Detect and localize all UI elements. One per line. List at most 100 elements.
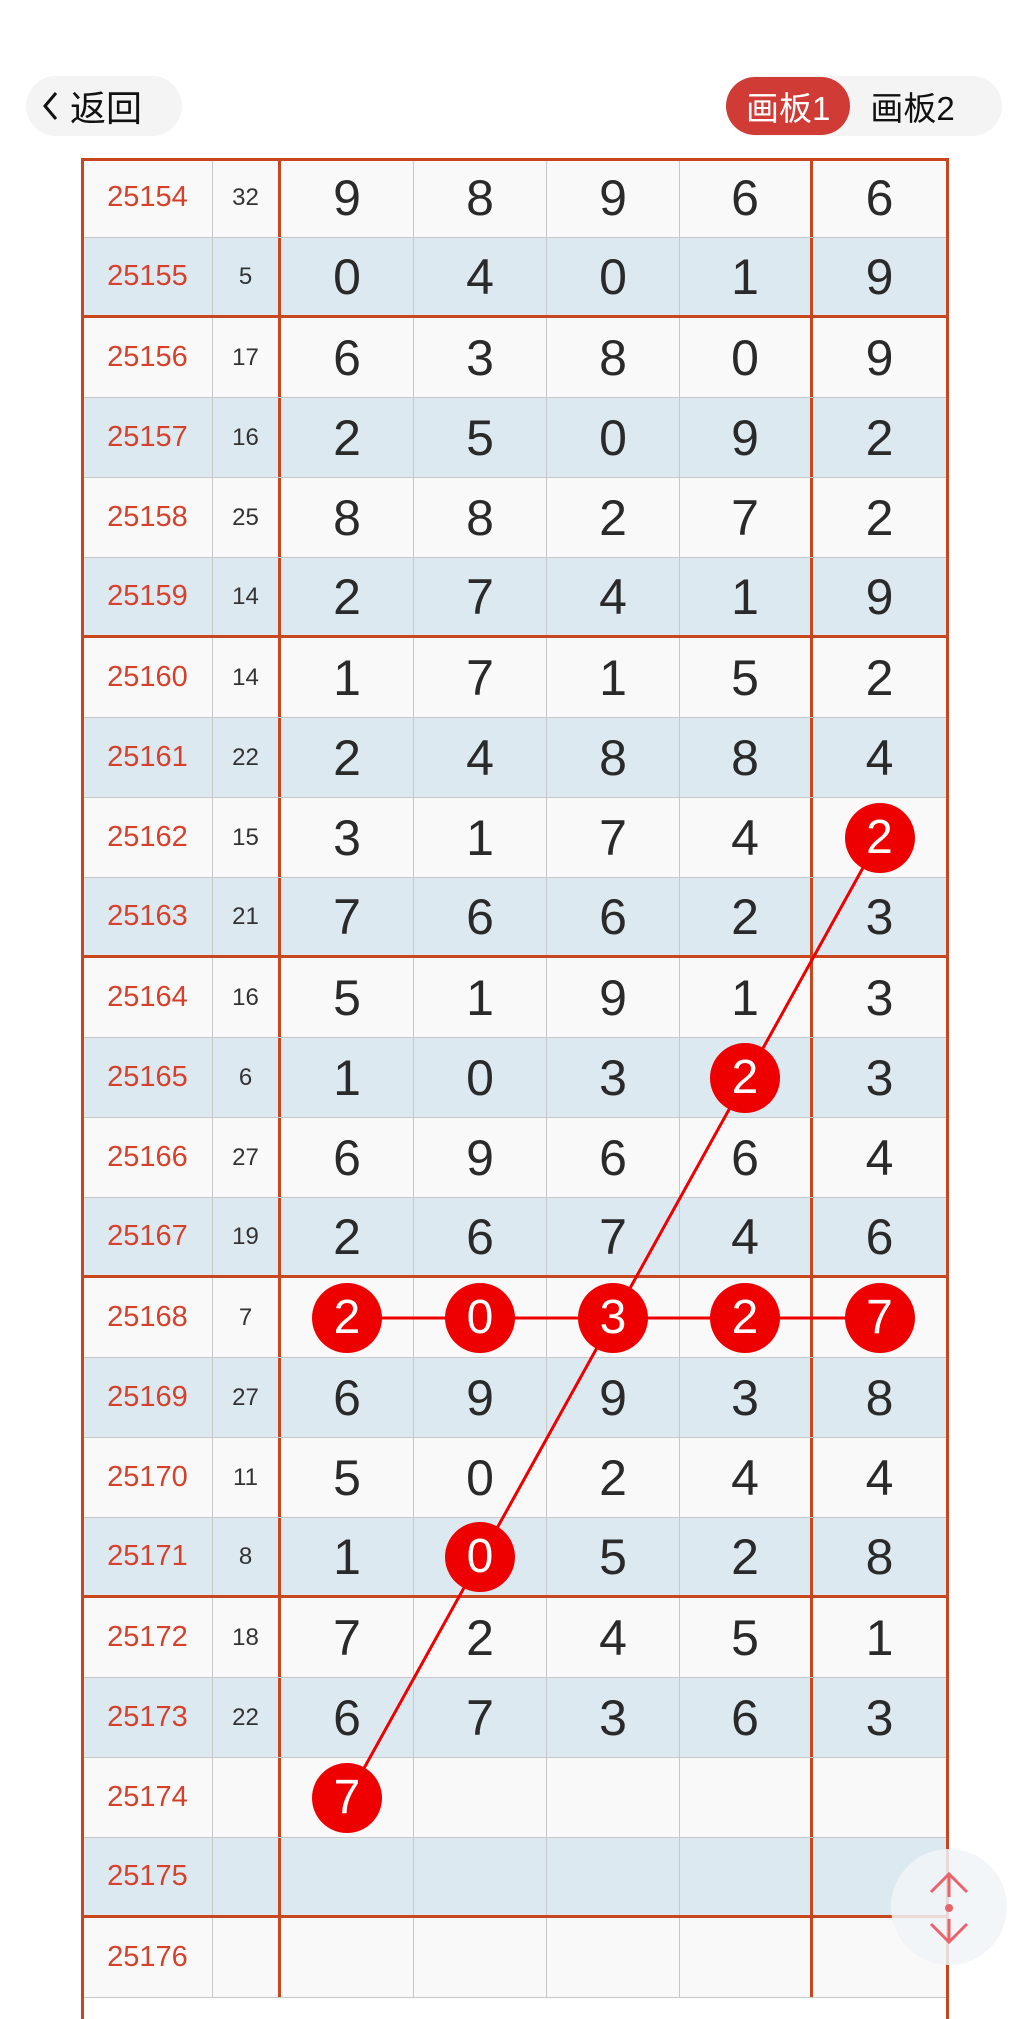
digit-cell: 8 <box>547 718 680 797</box>
digit-cell: 6 <box>680 158 813 237</box>
digit-cell: 4 <box>680 798 813 877</box>
issue-number: 25167 <box>83 1198 213 1275</box>
sum-value <box>213 1838 281 1915</box>
digit-cell: 5 <box>281 958 414 1037</box>
digit-cell: 2 <box>865 489 894 546</box>
issue-number: 25170 <box>83 1438 213 1517</box>
digit-cell: 1 <box>680 238 813 315</box>
issue-number: 25171 <box>83 1518 213 1595</box>
status-bar <box>0 0 1024 56</box>
sum-value: 17 <box>213 318 281 397</box>
digit-cell: 1 <box>547 638 680 717</box>
chevron-left-icon <box>43 92 58 120</box>
digit-cell: 4 <box>547 558 680 635</box>
table-row: 25174 7 <box>83 1758 947 1838</box>
digit-cell: 6 <box>865 169 894 226</box>
table-row: 25154 32 9 8 9 6 6 <box>83 158 947 238</box>
digit-cell <box>813 1758 946 1837</box>
digit-cell: 2 <box>281 718 414 797</box>
issue-number: 25163 <box>83 878 213 955</box>
digit-cell: 7 <box>281 1758 414 1837</box>
digit-cell: 8 <box>547 318 680 397</box>
highlight-ball: 2 <box>710 1042 780 1113</box>
digit-cell: 0 <box>547 238 680 315</box>
digit-cell: 3 <box>865 1689 894 1746</box>
highlight-ball: 0 <box>445 1521 515 1592</box>
table-row: 25175 <box>83 1838 947 1918</box>
digit-cell: 2 <box>865 649 894 706</box>
table-row: 25155 5 0 4 0 1 9 <box>83 238 947 318</box>
digit-cell: 1 <box>281 1518 414 1595</box>
digit-cell: 6 <box>680 1678 813 1757</box>
digit-cell <box>281 1838 414 1915</box>
digit-cell <box>680 1838 813 1915</box>
digit-cell: 1 <box>680 558 813 635</box>
digit-cell: 2 <box>813 798 946 877</box>
highlight-ball: 7 <box>312 1762 382 1833</box>
digit-cell: 2 <box>281 398 414 477</box>
sum-value: 18 <box>213 1598 281 1677</box>
sum-value: 11 <box>213 1438 281 1517</box>
digit-cell: 0 <box>547 398 680 477</box>
sum-value: 22 <box>213 1678 281 1757</box>
board-tabs: 画板1 画板2 <box>726 76 1002 136</box>
digit-cell: 9 <box>414 1358 547 1437</box>
sum-value: 27 <box>213 1118 281 1197</box>
table-row: 25171 8 1 0 5 2 8 <box>83 1518 947 1598</box>
digit-cell: 8 <box>281 478 414 557</box>
tab-board-2[interactable]: 画板2 <box>870 90 955 127</box>
issue-number: 25158 <box>83 478 213 557</box>
issue-number: 25165 <box>83 1038 213 1117</box>
digit-cell: 3 <box>865 888 894 945</box>
sum-value: 8 <box>213 1518 281 1595</box>
digit-cell: 6 <box>281 1118 414 1197</box>
issue-number: 25159 <box>83 558 213 635</box>
sum-value: 15 <box>213 798 281 877</box>
back-button[interactable]: 返回 <box>26 76 182 136</box>
scroll-toggle-button[interactable] <box>891 1849 1007 1965</box>
sum-value: 6 <box>213 1038 281 1117</box>
digit-cell: 2 <box>680 1038 813 1117</box>
sum-value <box>213 1918 281 1997</box>
digit-cell: 2 <box>281 558 414 635</box>
issue-number: 25175 <box>83 1838 213 1915</box>
digit-cell: 8 <box>865 1369 894 1426</box>
up-down-arrows-icon <box>929 1871 969 1945</box>
sum-value: 21 <box>213 878 281 955</box>
table-row: 25159 14 2 7 4 1 9 <box>83 558 947 638</box>
digit-cell: 0 <box>680 318 813 397</box>
digit-cell: 7 <box>281 1598 414 1677</box>
digit-cell: 6 <box>547 878 680 955</box>
sum-value: 5 <box>213 238 281 315</box>
digit-cell: 5 <box>414 398 547 477</box>
table-row: 25158 25 8 8 2 7 2 <box>83 478 947 558</box>
issue-number: 25161 <box>83 718 213 797</box>
digit-cell: 9 <box>680 398 813 477</box>
issue-number: 25155 <box>83 238 213 315</box>
digit-cell <box>547 1918 680 1997</box>
highlight-ball: 7 <box>844 1282 915 1353</box>
table-row: 25170 11 5 0 2 4 4 <box>83 1438 947 1518</box>
digit-cell: 5 <box>281 1438 414 1517</box>
tab-board-1[interactable]: 画板1 <box>726 77 851 135</box>
digit-cell <box>414 1758 547 1837</box>
issue-number: 25157 <box>83 398 213 477</box>
table-row: 25173 22 6 7 3 6 3 <box>83 1678 947 1758</box>
digit-cell: 4 <box>414 718 547 797</box>
digit-cell: 2 <box>547 1438 680 1517</box>
digit-cell: 4 <box>865 729 894 786</box>
digit-cell: 9 <box>865 248 894 305</box>
issue-number: 25166 <box>83 1118 213 1197</box>
digit-cell: 8 <box>414 478 547 557</box>
sum-value: 16 <box>213 958 281 1037</box>
digit-cell: 2 <box>680 1278 813 1357</box>
highlight-ball: 2 <box>844 802 915 873</box>
table-row: 25157 16 2 5 0 9 2 <box>83 398 947 478</box>
sum-value: 14 <box>213 638 281 717</box>
table-row: 25166 27 6 9 6 6 4 <box>83 1118 947 1198</box>
digit-cell <box>680 1918 813 1997</box>
digit-cell: 3 <box>547 1678 680 1757</box>
digit-cell: 3 <box>547 1038 680 1117</box>
digit-cell: 8 <box>680 718 813 797</box>
digit-cell: 3 <box>547 1278 680 1357</box>
